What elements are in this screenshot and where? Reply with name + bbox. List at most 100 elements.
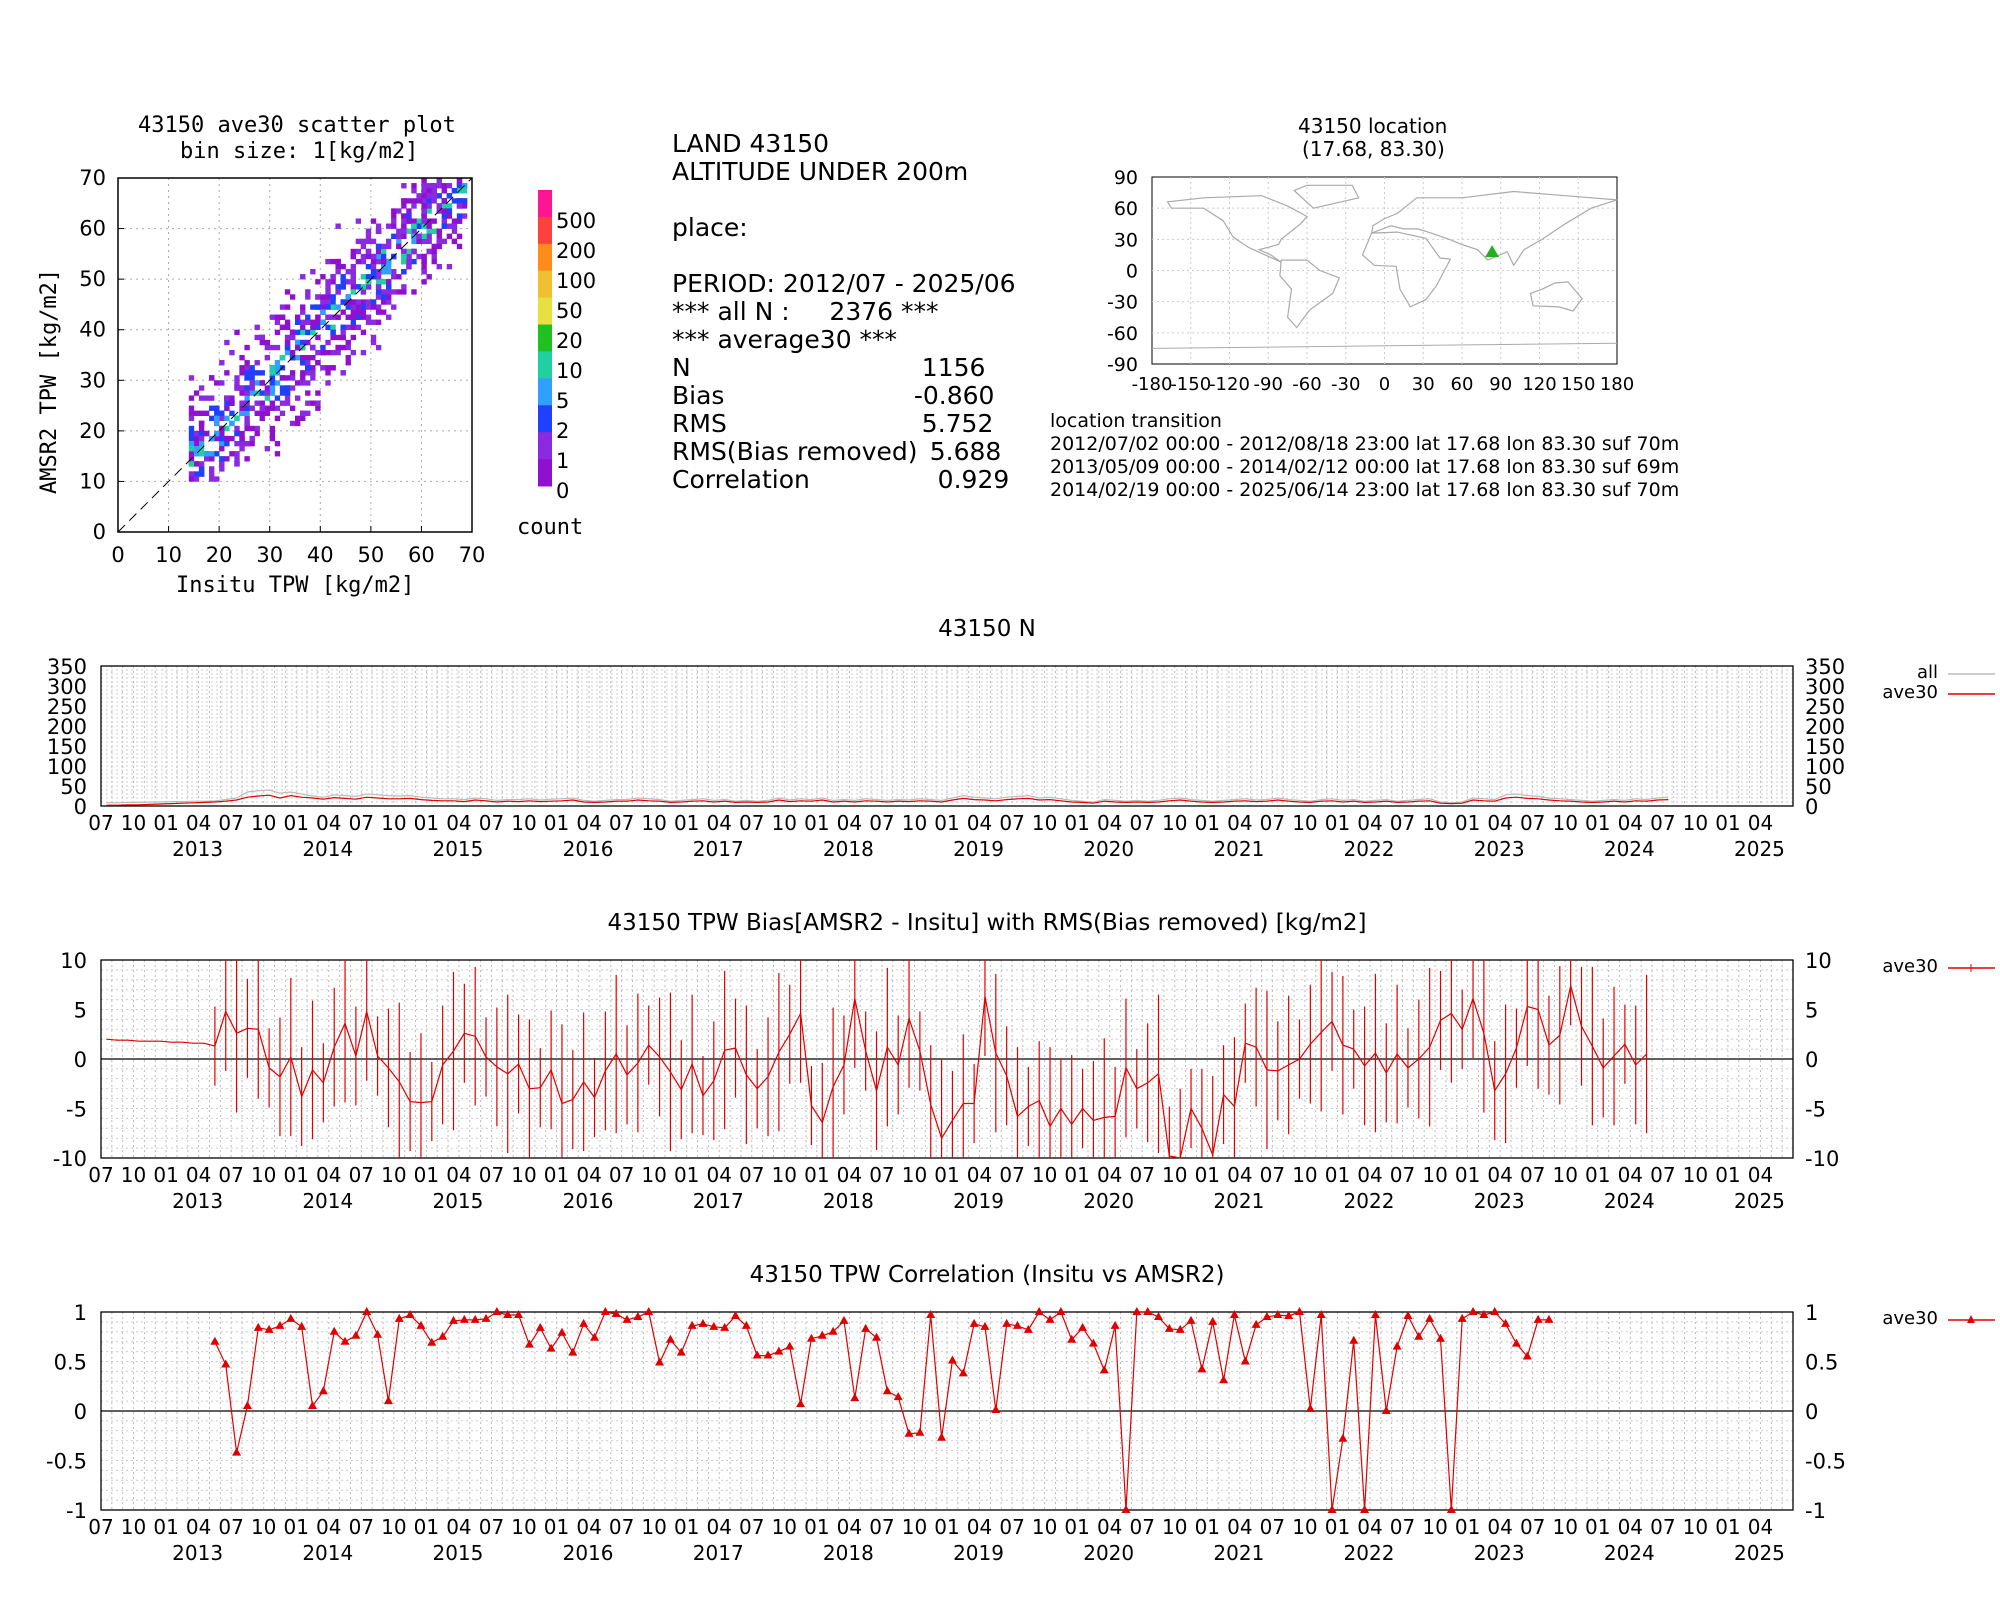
- data-point: [275, 1320, 285, 1329]
- scatter-bin: [370, 339, 377, 346]
- scatter-bin: [401, 183, 407, 189]
- data-point: [579, 1318, 589, 1327]
- x-tick-label: 04: [837, 811, 862, 835]
- x-tick-label: 01: [414, 1163, 439, 1187]
- scatter-bin: [320, 349, 326, 356]
- scatter-bin: [406, 208, 412, 214]
- scatter-bin: [396, 208, 402, 214]
- x-tick-label: 01: [1715, 1163, 1740, 1187]
- x-tick-label: 01: [1585, 811, 1610, 835]
- x-tick-label: 10: [155, 543, 182, 567]
- scatter-bin: [386, 269, 392, 275]
- data-point: [329, 1326, 339, 1335]
- scatter-bin: [350, 289, 356, 295]
- scatter-bin: [406, 218, 412, 224]
- scatter-bin: [446, 263, 453, 270]
- scatter-bin: [340, 284, 346, 290]
- scatter-bin: [198, 420, 205, 427]
- x-tick-label: 01: [1455, 811, 1480, 835]
- y-tick-label: 50: [1805, 775, 1832, 799]
- scatter-bin: [274, 329, 281, 336]
- scatter-bin: [249, 365, 255, 371]
- scatter-bin: [325, 284, 331, 290]
- scatter-bin: [441, 203, 448, 209]
- x-tick-label: 10: [1683, 1515, 1708, 1539]
- data-point: [1522, 1351, 1532, 1360]
- scatter-bin: [264, 385, 271, 391]
- scatter-bin: [386, 284, 392, 290]
- stat-row: N 1156: [672, 354, 1016, 382]
- data-point: [1338, 1433, 1348, 1442]
- scatter-bin: [375, 228, 382, 234]
- scatter-bin: [310, 375, 316, 381]
- scatter-bin: [254, 430, 260, 437]
- data-point: [1381, 1406, 1391, 1414]
- x-tick-label: 10: [1422, 811, 1447, 835]
- scatter-bin: [350, 279, 356, 285]
- scatter-bin: [431, 243, 437, 250]
- scatter-bin: [386, 289, 392, 295]
- scatter-bin: [365, 248, 372, 255]
- data-point: [286, 1313, 296, 1322]
- scatter-bin: [193, 461, 200, 467]
- scatter-bin: [239, 440, 245, 447]
- data-point: [492, 1307, 502, 1315]
- map-x-tick-label: -90: [1254, 374, 1283, 395]
- scatter-bin: [350, 324, 356, 331]
- plot-frame: [100, 1311, 1794, 1511]
- x-tick-label: 40: [307, 543, 334, 567]
- scatter-bin: [406, 198, 412, 204]
- scatter-bin: [380, 243, 387, 250]
- scatter-bin: [209, 476, 215, 482]
- scatter-bin: [203, 395, 210, 401]
- scatter-bin: [355, 324, 362, 331]
- scatter-bin: [365, 299, 372, 305]
- location-transition: location transition 2012/07/02 00:00 - 2…: [1050, 410, 1679, 502]
- scatter-bin: [446, 213, 453, 219]
- x-tick-label: 01: [544, 811, 569, 835]
- plot-frame: [100, 665, 1794, 807]
- x-tick-label: 04: [186, 1515, 211, 1539]
- data-point: [741, 1320, 751, 1329]
- data-point: [655, 1357, 665, 1366]
- x-tick-label: 10: [1553, 1163, 1578, 1187]
- x-tick-label: 07: [88, 811, 113, 835]
- data-point: [1132, 1307, 1142, 1315]
- stat-row: Correlation 0.929: [672, 466, 1016, 494]
- x-tick-label: 01: [153, 1515, 178, 1539]
- scatter-bin: [401, 228, 407, 234]
- scatter-bin: [456, 218, 463, 224]
- scatter-bin: [365, 274, 372, 280]
- colorbar-label: 1: [556, 449, 569, 473]
- scatter-bin: [284, 400, 291, 406]
- x-tick-label: 04: [1357, 1515, 1382, 1539]
- scatter-bin: [325, 304, 331, 310]
- year-label: 2019: [953, 1541, 1004, 1565]
- scatter-bin: [426, 203, 432, 209]
- scatter-bin: [370, 304, 377, 310]
- scatter-bin: [421, 193, 427, 199]
- scatter-bin: [264, 390, 271, 396]
- scatter-bin: [244, 425, 250, 432]
- data-point: [861, 1323, 871, 1332]
- scatter-bin: [254, 360, 260, 366]
- scatter-subtitle: bin size: 1[kg/m2]: [180, 139, 419, 164]
- y-tick-label: 1: [1805, 1301, 1818, 1325]
- scatter-bin: [198, 430, 205, 437]
- scatter-bin: [269, 370, 276, 376]
- y-tick-label: 0: [74, 1048, 87, 1072]
- x-tick-label: 01: [153, 811, 178, 835]
- data-point: [915, 1427, 925, 1436]
- scatter-bin: [229, 395, 235, 401]
- scatter-bin: [345, 304, 351, 310]
- scatter-bin: [188, 440, 195, 447]
- y-tick-label: 20: [79, 419, 106, 443]
- data-point: [926, 1309, 936, 1318]
- scatter-bin: [360, 329, 367, 336]
- scatter-bin: [209, 375, 215, 381]
- scatter-bin: [411, 228, 417, 234]
- year-label: 2014: [302, 837, 353, 861]
- x-tick-label: 04: [446, 811, 471, 835]
- scatter-bin: [386, 314, 392, 320]
